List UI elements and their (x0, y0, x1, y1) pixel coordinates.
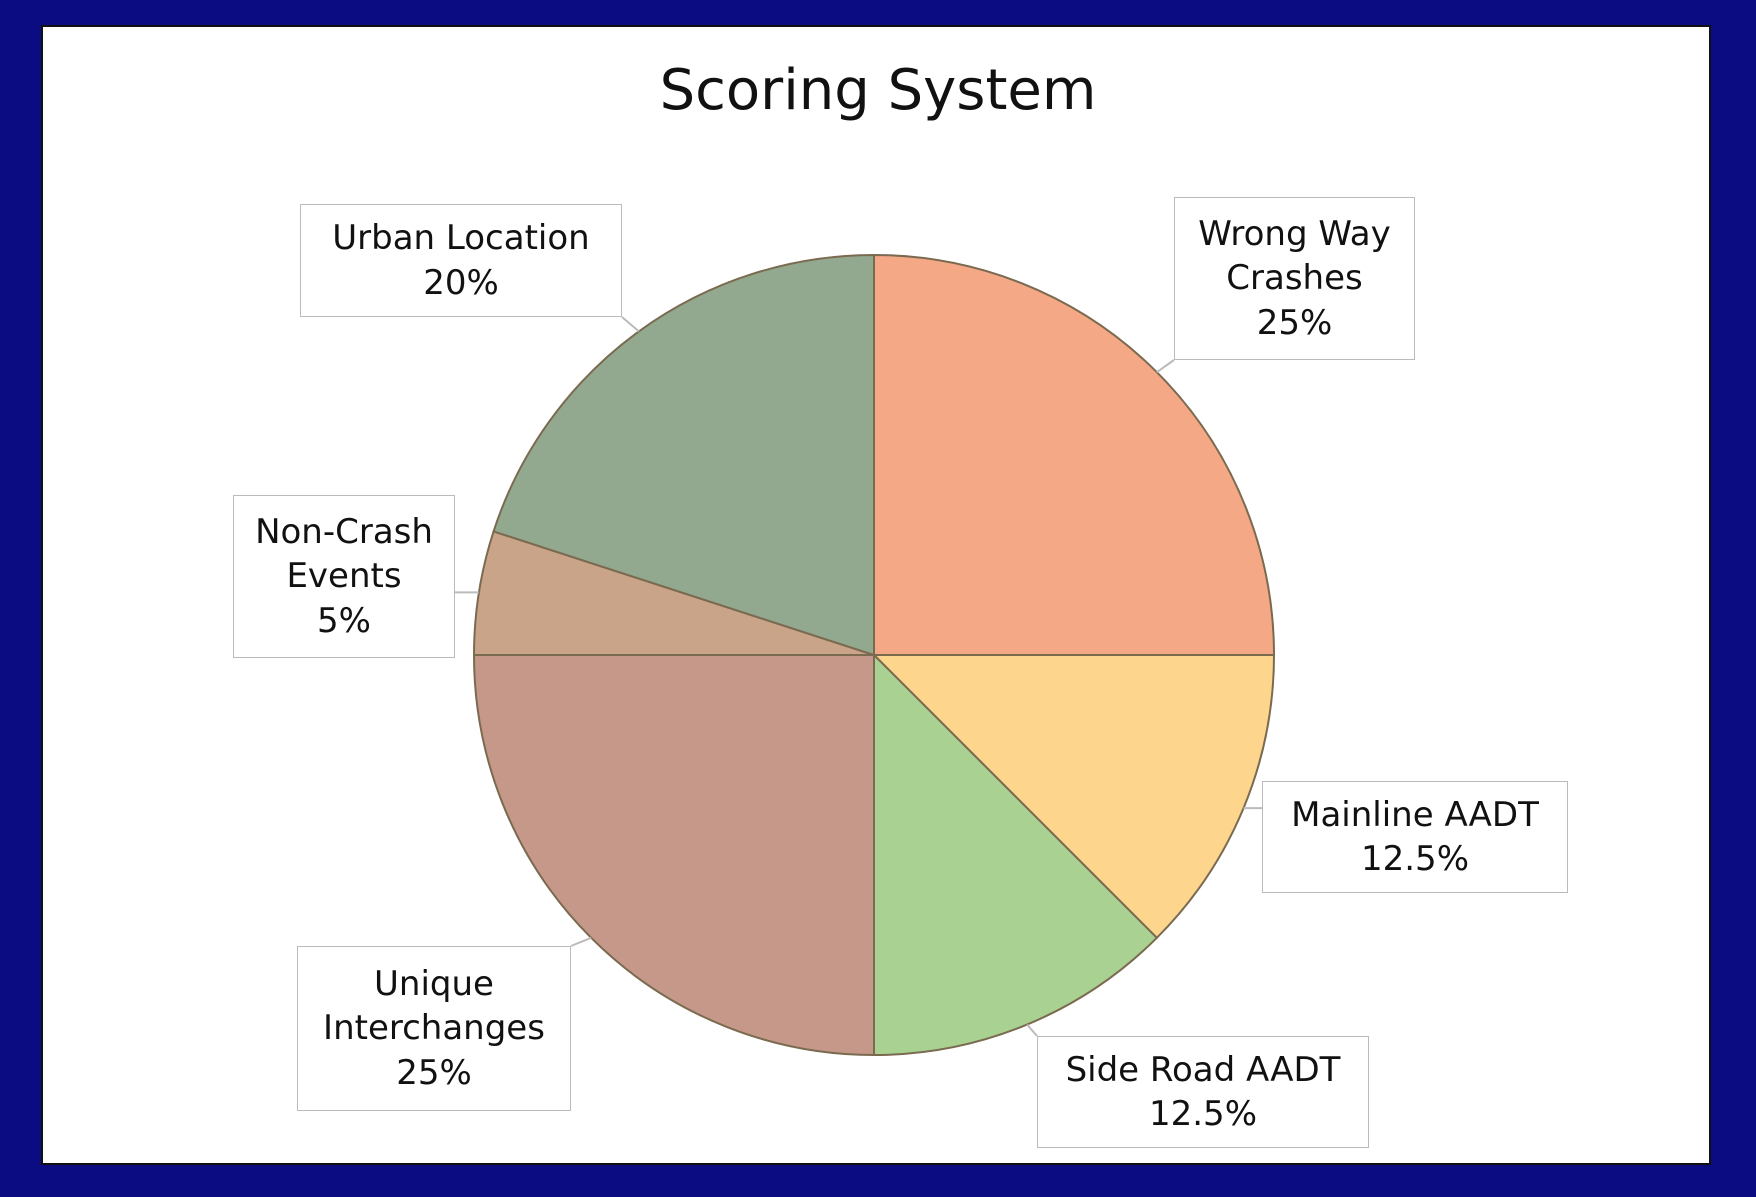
leader-line (570, 936, 592, 947)
data-label: Unique Interchanges 25% (297, 946, 571, 1111)
chart-title: Scoring System (659, 58, 1097, 123)
label-value: 25% (396, 1052, 472, 1093)
label-category: Non-Crash Events (255, 512, 433, 597)
pie-slice (873, 652, 1159, 1057)
leader-line (1156, 359, 1175, 373)
label-value: 25% (1256, 302, 1333, 343)
label-category: Wrong Way Crashes (1198, 214, 1391, 299)
data-label: Mainline AADT 12.5% (1262, 781, 1568, 893)
pie-slice (871, 654, 1276, 940)
label-category: Side Road AADT (1065, 1049, 1341, 1090)
label-category: Urban Location (332, 218, 590, 259)
leader-line (621, 316, 640, 333)
label-value: 12.5% (1360, 839, 1469, 879)
data-label: Wrong Way Crashes 25% (1174, 197, 1415, 360)
label-value: 5% (317, 600, 371, 641)
label-value: 20% (423, 262, 499, 303)
leader-line (1026, 1023, 1038, 1037)
pie-slice (492, 253, 875, 657)
data-label: Urban Location 20% (300, 204, 622, 317)
label-value: 12.5% (1148, 1094, 1257, 1134)
label-category: Unique Interchanges (323, 964, 545, 1049)
label-category: Mainline AADT (1291, 794, 1539, 835)
data-label: Non-Crash Events 5% (233, 495, 455, 658)
data-label: Side Road AADT 12.5% (1037, 1036, 1369, 1148)
